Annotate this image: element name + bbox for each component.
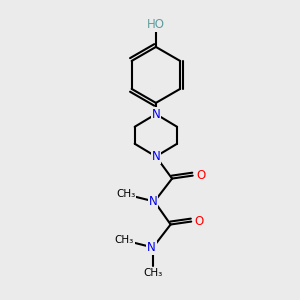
Text: HO: HO xyxy=(147,18,165,32)
Text: N: N xyxy=(152,108,160,121)
Text: CH₃: CH₃ xyxy=(115,235,134,245)
Text: N: N xyxy=(148,195,157,208)
Text: N: N xyxy=(147,241,156,254)
Text: CH₃: CH₃ xyxy=(143,268,163,278)
Text: O: O xyxy=(196,169,206,182)
Text: N: N xyxy=(152,150,160,163)
Text: CH₃: CH₃ xyxy=(116,189,136,199)
Text: O: O xyxy=(195,215,204,228)
